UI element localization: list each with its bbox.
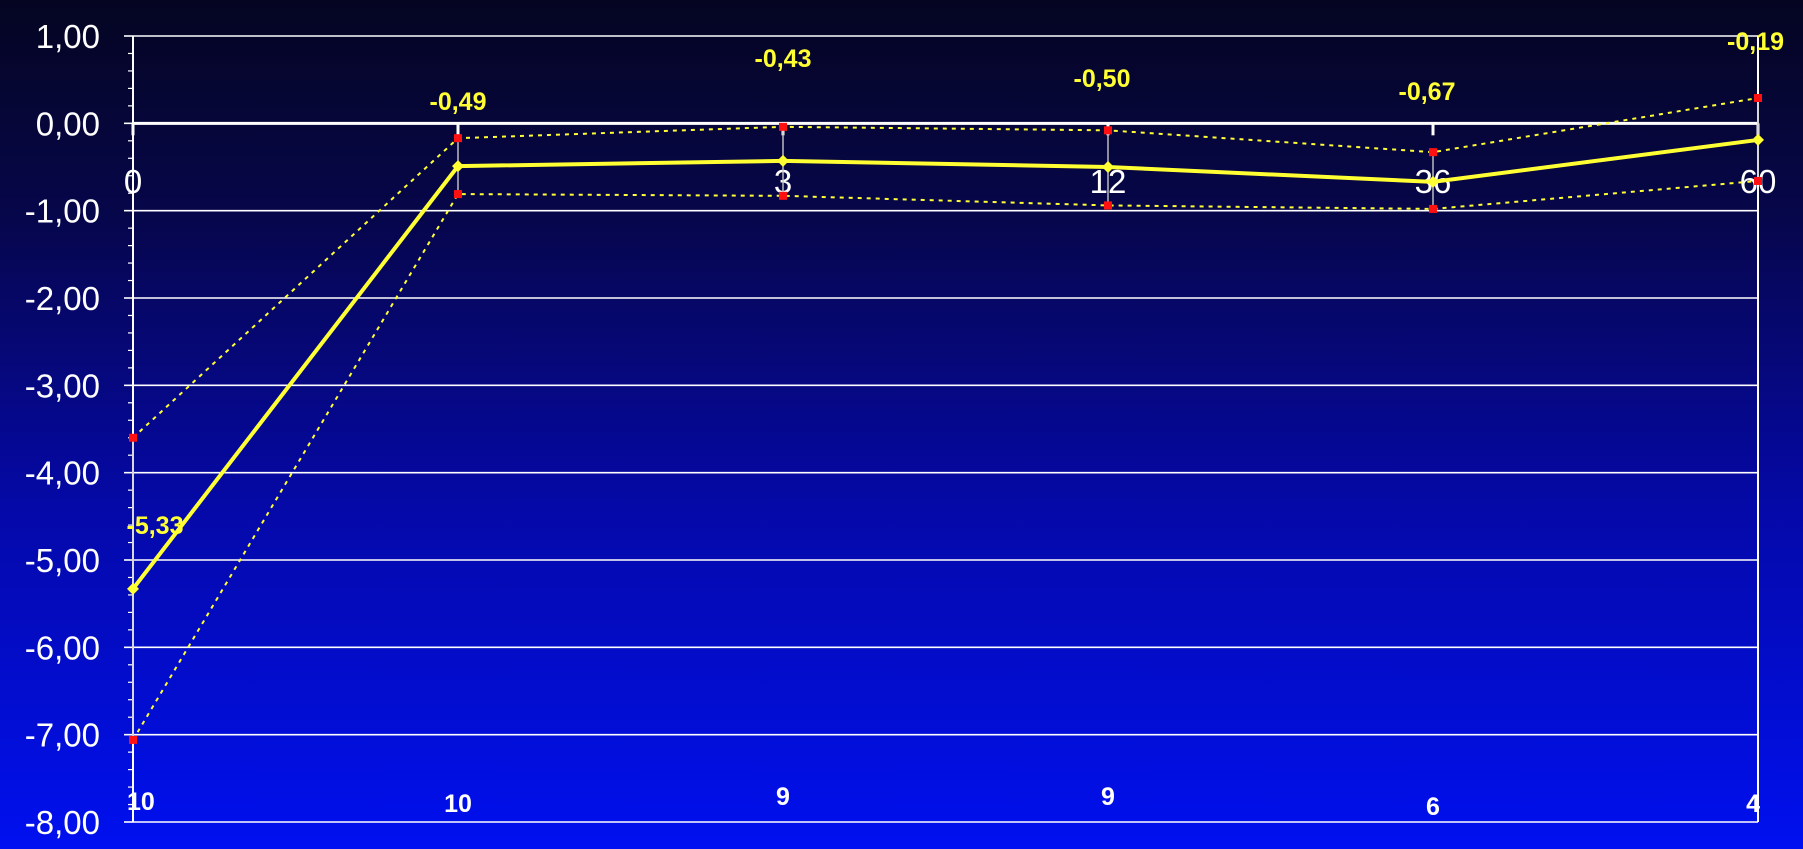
- y-tick-label: 1,00: [36, 18, 100, 55]
- data-label: -0,19: [1727, 28, 1784, 56]
- y-tick-label: -7,00: [25, 717, 100, 754]
- y-tick-label: -5,00: [25, 542, 100, 579]
- mean-point: [1102, 161, 1114, 173]
- mean-point: [452, 160, 464, 173]
- y-tick-label: -2,00: [25, 280, 100, 317]
- bound-point: [1104, 201, 1112, 210]
- bound-point: [1429, 148, 1437, 157]
- data-label: -0,67: [1399, 78, 1456, 106]
- data-label: -5,33: [127, 512, 184, 540]
- bound-point: [129, 735, 137, 744]
- error-bars: [132, 98, 1759, 740]
- upper-bound-line: [132, 97, 1759, 439]
- lower-bound-line: [132, 179, 1759, 741]
- y-tick-label: 0,00: [36, 105, 100, 142]
- sample-size-label: 9: [1101, 783, 1115, 811]
- y-tick-label: -8,00: [25, 804, 100, 841]
- bound-point: [779, 191, 787, 200]
- bound-point: [454, 190, 462, 199]
- sample-size-label: 4: [1746, 790, 1760, 818]
- data-label: -0,50: [1074, 65, 1131, 93]
- series-lines: [131, 97, 1759, 741]
- bound-point: [129, 433, 137, 442]
- sample-size-labels: 10 10 9 9 6 4: [127, 783, 1760, 821]
- mean-point: [1427, 175, 1439, 188]
- bound-point: [1104, 126, 1112, 135]
- bound-point: [1754, 94, 1762, 103]
- bound-point: [454, 134, 462, 143]
- axes: [124, 35, 1760, 823]
- y-tick-label: -6,00: [25, 629, 100, 666]
- sample-size-label: 9: [776, 783, 790, 811]
- bound-point: [1429, 204, 1437, 213]
- mean-point: [127, 582, 139, 595]
- data-labels: -5,33 -0,49 -0,43 -0,50 -0,67 -0,19: [127, 28, 1784, 540]
- data-label: -0,49: [430, 88, 487, 116]
- sample-size-label: 10: [444, 790, 472, 818]
- bound-point: [779, 122, 787, 131]
- y-tick-labels: 1,00 0,00 -1,00 -2,00 -3,00 -4,00 -5,00 -6,00 -7…: [25, 18, 100, 841]
- bound-point: [1754, 176, 1762, 185]
- mean-line: [131, 137, 1759, 591]
- y-tick-label: -3,00: [25, 367, 100, 404]
- data-label: -0,43: [755, 45, 812, 73]
- sample-size-label: 10: [127, 788, 155, 816]
- sample-size-label: 6: [1426, 793, 1440, 821]
- y-tick-label: -1,00: [25, 193, 100, 230]
- x-tick-label: 0: [124, 163, 142, 200]
- y-tick-label: -4,00: [25, 455, 100, 492]
- mean-point: [777, 154, 789, 167]
- grid-lines: [133, 35, 1758, 823]
- mean-point: [1752, 133, 1764, 146]
- series-markers: [127, 94, 1764, 744]
